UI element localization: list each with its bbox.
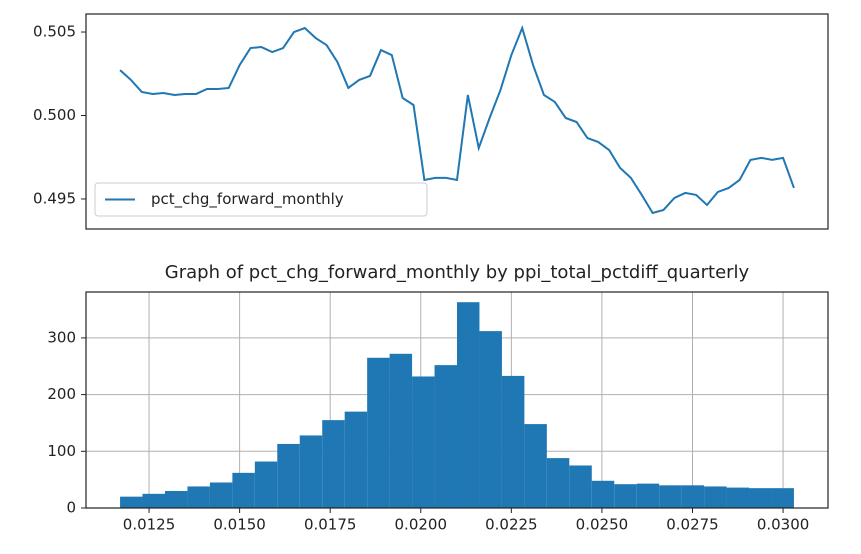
hist-bar (524, 424, 547, 508)
x-tick-label: 0.0150 (213, 516, 266, 534)
hist-bar (389, 353, 413, 508)
hist-bar (434, 365, 457, 508)
x-tick-label: 0.0175 (304, 516, 357, 534)
x-tick-label: 0.0200 (395, 516, 448, 534)
legend-box (94, 182, 428, 217)
legend-label: pct_chg_forward_monthly (151, 190, 344, 209)
hist-bar (636, 483, 660, 508)
y-tick-label: 100 (47, 442, 76, 460)
hist-bar (659, 485, 682, 508)
hist-bar (591, 480, 615, 508)
y-tick-label: 300 (47, 328, 76, 346)
hist-bar (749, 488, 772, 508)
hist-bar (232, 472, 255, 508)
y-tick-label: 200 (47, 385, 76, 403)
hist-bar (726, 487, 750, 508)
hist-bar (120, 496, 143, 508)
axes-frame (85, 13, 829, 230)
y-tick-label: 0.495 (33, 189, 76, 207)
hist-bar (569, 465, 592, 508)
hist-bar (614, 484, 637, 508)
y-tick-label: 0.500 (33, 106, 76, 124)
axes-frame (85, 291, 829, 509)
hist-bar (209, 482, 233, 508)
line (119, 24, 795, 215)
hist-bar (704, 486, 727, 508)
x-tick-label: 0.0275 (666, 516, 719, 534)
hist-bar (187, 486, 210, 508)
hist-bar (142, 493, 165, 508)
hist-bar (479, 331, 502, 508)
hist-bar (344, 411, 368, 508)
hist-bar (412, 376, 435, 508)
chart-title: Graph of pct_chg_forward_monthly by ppi_… (165, 262, 750, 283)
hist-bar (457, 302, 480, 508)
hist-bar (546, 458, 570, 508)
hist-bar (771, 488, 794, 508)
hist-bar (501, 375, 525, 508)
x-tick-label: 0.0125 (123, 516, 176, 534)
hist-bar (254, 461, 278, 508)
hist-bar (681, 485, 705, 508)
x-tick-label: 0.0225 (485, 516, 538, 534)
hist-bar (322, 420, 345, 508)
hist-bar (277, 443, 300, 508)
hist-bar (164, 490, 188, 508)
y-tick-label: 0 (66, 499, 76, 517)
hist-bar (367, 357, 390, 508)
x-tick-label: 0.0250 (576, 516, 629, 534)
x-tick-label: 0.0300 (757, 516, 810, 534)
hist-bar (299, 435, 323, 508)
y-tick-label: 0.505 (33, 23, 76, 41)
